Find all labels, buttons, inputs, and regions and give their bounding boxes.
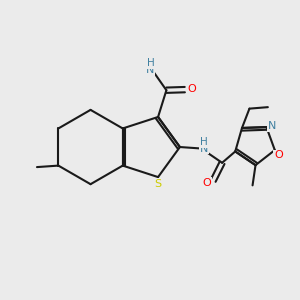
Text: O: O [274, 150, 283, 161]
Text: O: O [202, 178, 211, 188]
Text: H: H [200, 137, 208, 147]
Text: N: N [268, 121, 277, 131]
Text: S: S [154, 178, 162, 189]
Text: H: H [147, 58, 155, 68]
Text: O: O [188, 84, 197, 94]
Text: N: N [146, 65, 154, 75]
Text: N: N [200, 143, 208, 154]
